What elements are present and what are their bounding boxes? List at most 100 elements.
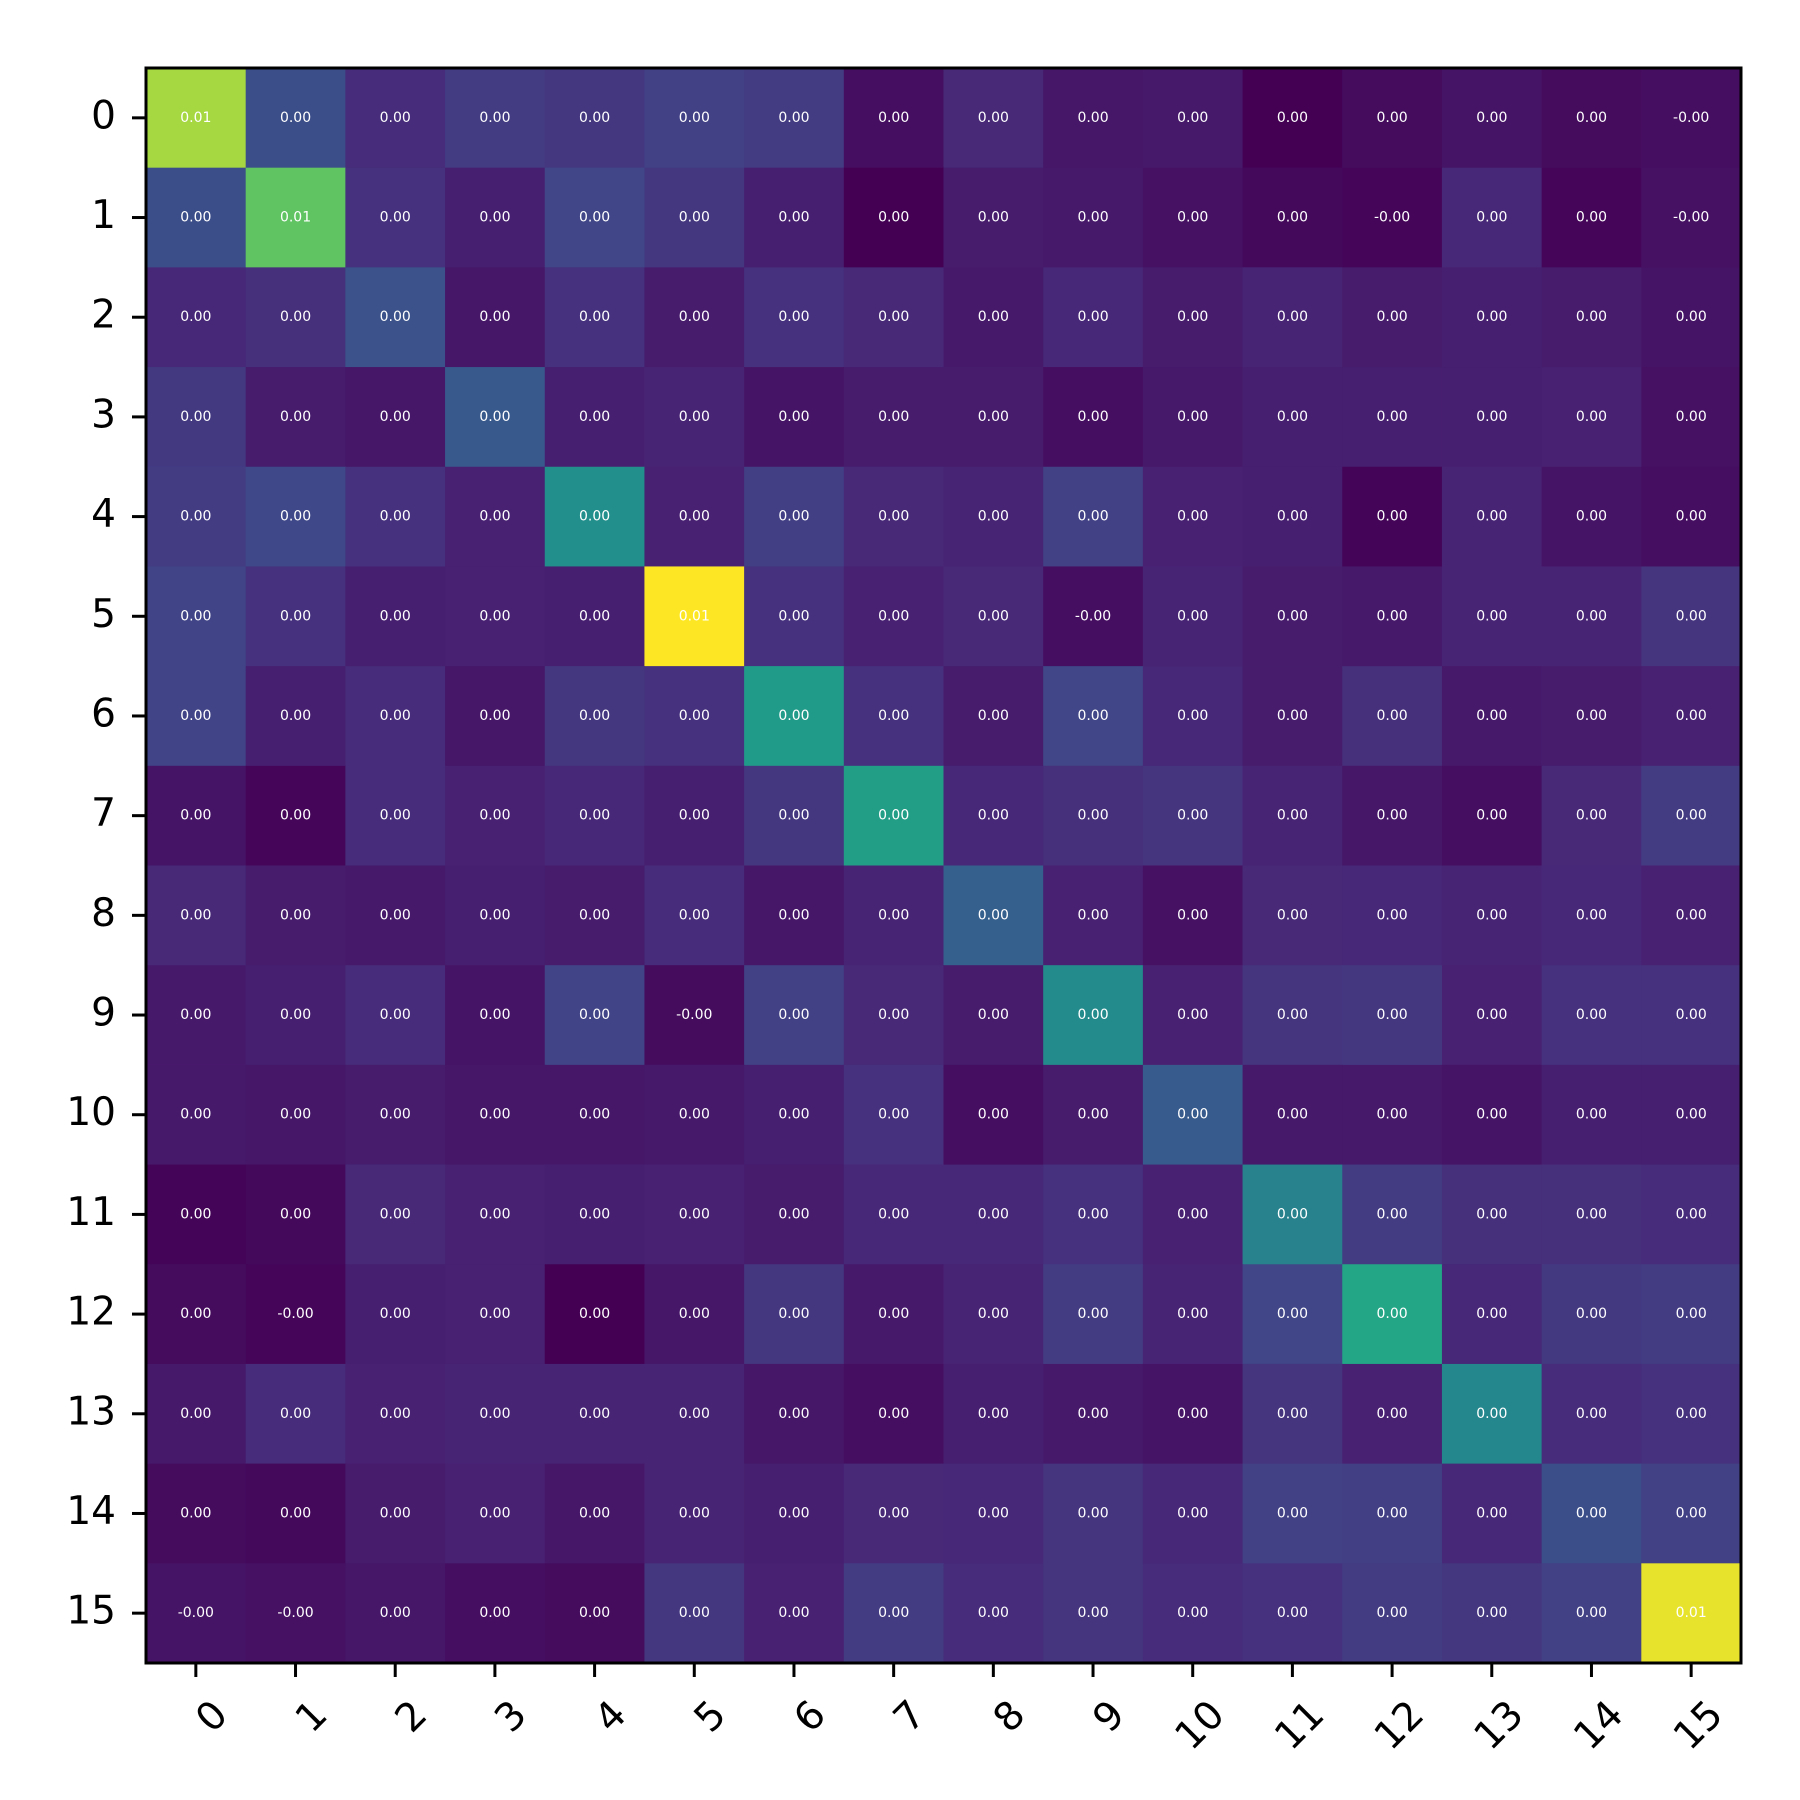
cell-value-label-9-9: 0.00	[1077, 1007, 1108, 1023]
cell-value-label-1-11: 0.00	[1277, 210, 1308, 226]
heatmap-cell-5-15	[1641, 566, 1742, 667]
cell-value-label-14-6: 0.00	[778, 1505, 809, 1521]
heatmap-cell-4-14	[1541, 466, 1642, 567]
heatmap-cell-15-13	[1441, 1563, 1543, 1664]
heatmap-cell-7-12	[1342, 765, 1443, 866]
cell-value-label-11-8: 0.00	[978, 1206, 1009, 1222]
heatmap-cell-15-6	[744, 1563, 845, 1664]
cell-value-label-6-14: 0.00	[1576, 708, 1607, 724]
heatmap-cell-11-2	[345, 1164, 446, 1265]
cell-value-label-14-13: 0.00	[1476, 1505, 1507, 1521]
heatmap-cell-0-9	[1043, 68, 1144, 169]
heatmap-cell-10-0	[146, 1064, 247, 1166]
heatmap-cell-3-7	[843, 367, 944, 468]
heatmap-cell-1-12	[1342, 167, 1443, 268]
cell-value-label-6-15: 0.00	[1676, 708, 1707, 724]
cell-value-label-15-15: 0.01	[1676, 1605, 1707, 1621]
heatmap-cell-9-5	[644, 965, 745, 1066]
heatmap-cell-5-0	[146, 566, 247, 667]
heatmap-cell-15-14	[1541, 1563, 1642, 1664]
y-tick-label-14: 14	[66, 1489, 116, 1534]
heatmap-cell-8-9	[1043, 865, 1144, 966]
cell-value-label-8-3: 0.00	[479, 907, 510, 923]
heatmap-cell-0-12	[1342, 68, 1443, 169]
heatmap-cell-4-3	[445, 466, 546, 567]
heatmap-cell-3-11	[1242, 367, 1343, 468]
heatmap-cell-9-4	[544, 965, 645, 1066]
heatmap-cell-11-15	[1641, 1164, 1742, 1265]
cell-value-label-15-11: 0.00	[1277, 1605, 1308, 1621]
heatmap-cell-0-0	[146, 68, 247, 169]
cell-value-label-8-14: 0.00	[1576, 907, 1607, 923]
cell-value-label-4-0: 0.00	[180, 509, 211, 525]
cell-value-label-9-14: 0.00	[1576, 1007, 1607, 1023]
cell-value-label-9-3: 0.00	[479, 1007, 510, 1023]
heatmap-cell-0-1	[245, 68, 346, 169]
heatmap-cell-10-11	[1242, 1064, 1343, 1166]
cell-value-label-2-1: 0.00	[280, 309, 311, 325]
cell-value-label-10-0: 0.00	[180, 1107, 211, 1123]
cell-value-label-6-0: 0.00	[180, 708, 211, 724]
heatmap-cell-13-1	[245, 1363, 346, 1465]
heatmap-cell-13-5	[644, 1363, 745, 1465]
cell-value-label-3-11: 0.00	[1277, 409, 1308, 425]
heatmap-cell-10-3	[445, 1064, 546, 1166]
cell-value-label-2-13: 0.00	[1476, 309, 1507, 325]
cell-value-label-1-1: 0.01	[280, 210, 311, 226]
cell-value-label-5-11: 0.00	[1277, 608, 1308, 624]
heatmap-cell-12-12	[1342, 1264, 1443, 1365]
cell-value-label-7-6: 0.00	[778, 808, 809, 824]
cell-value-label-12-7: 0.00	[878, 1306, 909, 1322]
cell-value-label-7-12: 0.00	[1377, 808, 1408, 824]
heatmap-cell-6-13	[1441, 666, 1543, 767]
cell-value-label-7-5: 0.00	[679, 808, 710, 824]
cell-value-label-0-14: 0.00	[1576, 110, 1607, 126]
heatmap-cell-2-13	[1441, 267, 1543, 368]
heatmap-cell-2-8	[943, 267, 1044, 368]
cell-value-label-13-4: 0.00	[579, 1406, 610, 1422]
heatmap-cell-9-15	[1641, 965, 1742, 1066]
x-tick-label-10: 10	[1167, 1692, 1234, 1759]
heatmap-cell-14-8	[943, 1463, 1044, 1564]
cell-value-label-1-6: 0.00	[778, 210, 809, 226]
cell-value-label-8-4: 0.00	[579, 907, 610, 923]
cell-value-label-8-10: 0.00	[1177, 907, 1208, 923]
heatmap-cell-15-10	[1142, 1563, 1244, 1664]
heatmap-cell-13-12	[1342, 1363, 1443, 1465]
heatmap-cell-1-1	[245, 167, 346, 268]
cell-value-label-13-10: 0.00	[1177, 1406, 1208, 1422]
cell-value-label-1-4: 0.00	[579, 210, 610, 226]
cell-value-label-10-13: 0.00	[1476, 1107, 1507, 1123]
cell-value-label-9-4: 0.00	[579, 1007, 610, 1023]
cell-value-label-15-12: 0.00	[1377, 1605, 1408, 1621]
cell-value-label-11-6: 0.00	[778, 1206, 809, 1222]
cell-value-label-9-2: 0.00	[380, 1007, 411, 1023]
y-tick-label-5: 5	[91, 592, 116, 637]
cell-value-label-7-3: 0.00	[479, 808, 510, 824]
cell-value-label-5-5: 0.01	[679, 608, 710, 624]
cell-value-label-1-12: -0.00	[1374, 210, 1410, 226]
heatmap-cell-12-15	[1641, 1264, 1742, 1365]
cell-value-label-0-2: 0.00	[380, 110, 411, 126]
heatmap-cell-9-10	[1142, 965, 1244, 1066]
heatmap-cell-2-9	[1043, 267, 1144, 368]
heatmap-cell-10-14	[1541, 1064, 1642, 1166]
heatmap-cell-14-10	[1142, 1463, 1244, 1564]
cell-value-label-12-10: 0.00	[1177, 1306, 1208, 1322]
cell-value-label-11-1: 0.00	[280, 1206, 311, 1222]
cell-value-label-2-6: 0.00	[778, 309, 809, 325]
cell-value-label-12-0: 0.00	[180, 1306, 211, 1322]
cell-value-label-10-11: 0.00	[1277, 1107, 1308, 1123]
cell-value-label-12-5: 0.00	[679, 1306, 710, 1322]
cell-value-label-10-12: 0.00	[1377, 1107, 1408, 1123]
heatmap-cell-11-14	[1541, 1164, 1642, 1265]
cell-value-label-7-8: 0.00	[978, 808, 1009, 824]
cell-value-label-0-4: 0.00	[579, 110, 610, 126]
heatmap-cell-6-0	[146, 666, 247, 767]
heatmap-cell-1-11	[1242, 167, 1343, 268]
heatmap-cell-8-13	[1441, 865, 1543, 966]
heatmap-cell-9-11	[1242, 965, 1343, 1066]
heatmap-cell-9-2	[345, 965, 446, 1066]
heatmap-cell-9-1	[245, 965, 346, 1066]
cell-value-label-10-9: 0.00	[1077, 1107, 1108, 1123]
